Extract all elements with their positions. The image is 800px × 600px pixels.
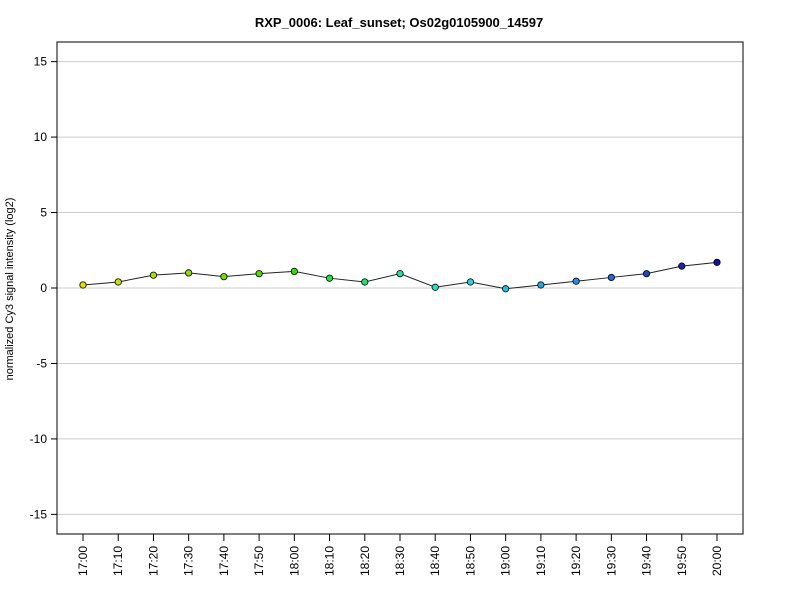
x-axis: 17:00 17:10 17:20 17:30 17:40 17:50 18:00 18:10… — [76, 533, 724, 576]
data-point — [537, 281, 545, 289]
data-point — [361, 278, 369, 286]
x-tick-label: 18:50 — [463, 546, 477, 576]
data-point — [502, 285, 510, 293]
data-point — [572, 277, 580, 285]
data-point — [678, 262, 686, 270]
data-point — [185, 269, 193, 277]
data-point — [79, 281, 87, 289]
x-tick-label: 19:10 — [534, 546, 548, 576]
y-tick-label: 10 — [34, 130, 48, 144]
data-point — [220, 273, 228, 281]
chart-title: RXP_0006: Leaf_sunset; Os02g0105900_1459… — [255, 15, 543, 30]
x-tick-label: 17:00 — [76, 546, 90, 576]
x-tick-label: 18:00 — [287, 546, 301, 576]
data-point — [290, 267, 298, 275]
x-tick-label: 18:20 — [358, 546, 372, 576]
x-tick-label: 18:10 — [323, 546, 337, 576]
x-tick-label: 17:20 — [146, 546, 160, 576]
y-tick-label: 15 — [34, 55, 48, 69]
x-tick-label: 19:50 — [675, 546, 689, 576]
data-point — [642, 270, 651, 278]
grid — [57, 61, 743, 515]
y-tick-label: 5 — [40, 206, 47, 220]
y-tick-label: -5 — [36, 356, 47, 370]
x-tick-label: 17:40 — [217, 546, 231, 576]
series — [79, 258, 721, 293]
data-point — [396, 270, 404, 278]
x-tick-label: 18:30 — [393, 546, 407, 576]
x-tick-label: 17:50 — [252, 546, 266, 576]
x-tick-label: 18:40 — [428, 546, 442, 576]
x-tick-label: 17:30 — [182, 546, 196, 576]
y-axis: -15 -10 -5 0 5 10 15 — [30, 55, 57, 521]
y-axis-label: normalized Cy3 signal intensity (log2) — [4, 198, 16, 381]
x-tick-label: 20:00 — [710, 546, 724, 576]
x-tick-label: 19:20 — [569, 546, 583, 576]
y-tick-label: -10 — [30, 432, 48, 446]
data-point — [114, 278, 122, 286]
data-point — [149, 271, 158, 279]
y-tick-label: 0 — [40, 281, 47, 295]
x-tick-label: 19:40 — [640, 546, 654, 576]
data-point — [431, 283, 439, 291]
x-tick-label: 19:30 — [604, 546, 618, 576]
data-point — [325, 274, 334, 282]
data-point — [255, 270, 263, 278]
y-tick-label: -15 — [30, 507, 48, 521]
data-point — [713, 258, 721, 266]
data-point — [607, 273, 615, 282]
data-point — [466, 278, 475, 286]
x-tick-label: 17:10 — [111, 546, 125, 576]
x-tick-label: 19:00 — [499, 546, 513, 576]
